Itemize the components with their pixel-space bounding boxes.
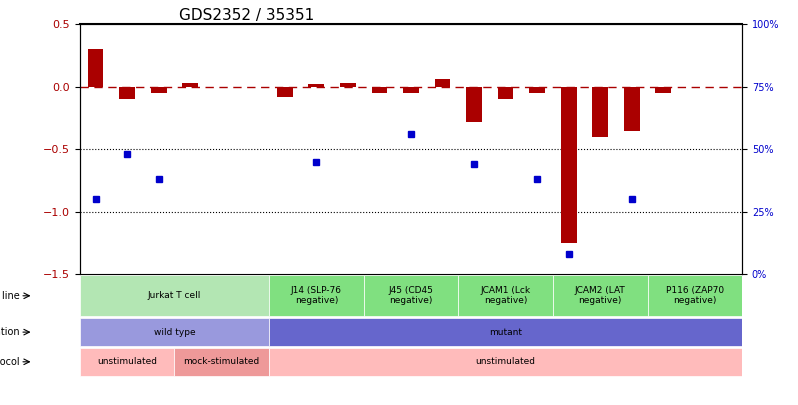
Text: GDS2352 / 35351: GDS2352 / 35351 bbox=[179, 8, 314, 23]
FancyBboxPatch shape bbox=[80, 347, 175, 376]
Text: wild type: wild type bbox=[153, 328, 196, 337]
Bar bbox=[277, 87, 293, 97]
Bar bbox=[403, 87, 419, 93]
Bar bbox=[182, 83, 198, 87]
FancyBboxPatch shape bbox=[553, 275, 647, 316]
Bar bbox=[88, 49, 104, 87]
FancyBboxPatch shape bbox=[458, 275, 553, 316]
Bar bbox=[340, 83, 356, 87]
FancyBboxPatch shape bbox=[364, 275, 458, 316]
FancyBboxPatch shape bbox=[269, 275, 364, 316]
Bar bbox=[655, 87, 671, 93]
FancyBboxPatch shape bbox=[175, 347, 269, 376]
Legend: log2 ratio, percentile rank within the sample: log2 ratio, percentile rank within the s… bbox=[85, 332, 277, 364]
FancyBboxPatch shape bbox=[269, 347, 742, 376]
Bar bbox=[624, 87, 640, 130]
FancyBboxPatch shape bbox=[80, 318, 269, 346]
FancyBboxPatch shape bbox=[647, 275, 742, 316]
FancyBboxPatch shape bbox=[80, 275, 269, 316]
Bar bbox=[372, 87, 387, 93]
Bar bbox=[119, 87, 135, 99]
Bar bbox=[529, 87, 545, 93]
Text: mock-stimulated: mock-stimulated bbox=[184, 357, 260, 366]
Text: mutant: mutant bbox=[489, 328, 522, 337]
Bar bbox=[466, 87, 482, 122]
Text: J45 (CD45
negative): J45 (CD45 negative) bbox=[389, 286, 433, 305]
Bar bbox=[309, 84, 324, 87]
FancyBboxPatch shape bbox=[269, 318, 742, 346]
Text: Jurkat T cell: Jurkat T cell bbox=[148, 291, 201, 300]
Bar bbox=[561, 87, 576, 243]
Text: protocol: protocol bbox=[0, 357, 20, 367]
Bar bbox=[435, 79, 450, 87]
Text: unstimulated: unstimulated bbox=[476, 357, 535, 366]
Text: JCAM2 (LAT
negative): JCAM2 (LAT negative) bbox=[575, 286, 626, 305]
Text: genotype/variation: genotype/variation bbox=[0, 327, 20, 337]
Bar bbox=[151, 87, 167, 93]
Text: cell line: cell line bbox=[0, 291, 20, 301]
Text: J14 (SLP-76
negative): J14 (SLP-76 negative) bbox=[290, 286, 342, 305]
Bar bbox=[592, 87, 608, 137]
Bar bbox=[498, 87, 513, 99]
Text: unstimulated: unstimulated bbox=[97, 357, 157, 366]
Text: JCAM1 (Lck
negative): JCAM1 (Lck negative) bbox=[480, 286, 531, 305]
Text: P116 (ZAP70
negative): P116 (ZAP70 negative) bbox=[666, 286, 724, 305]
